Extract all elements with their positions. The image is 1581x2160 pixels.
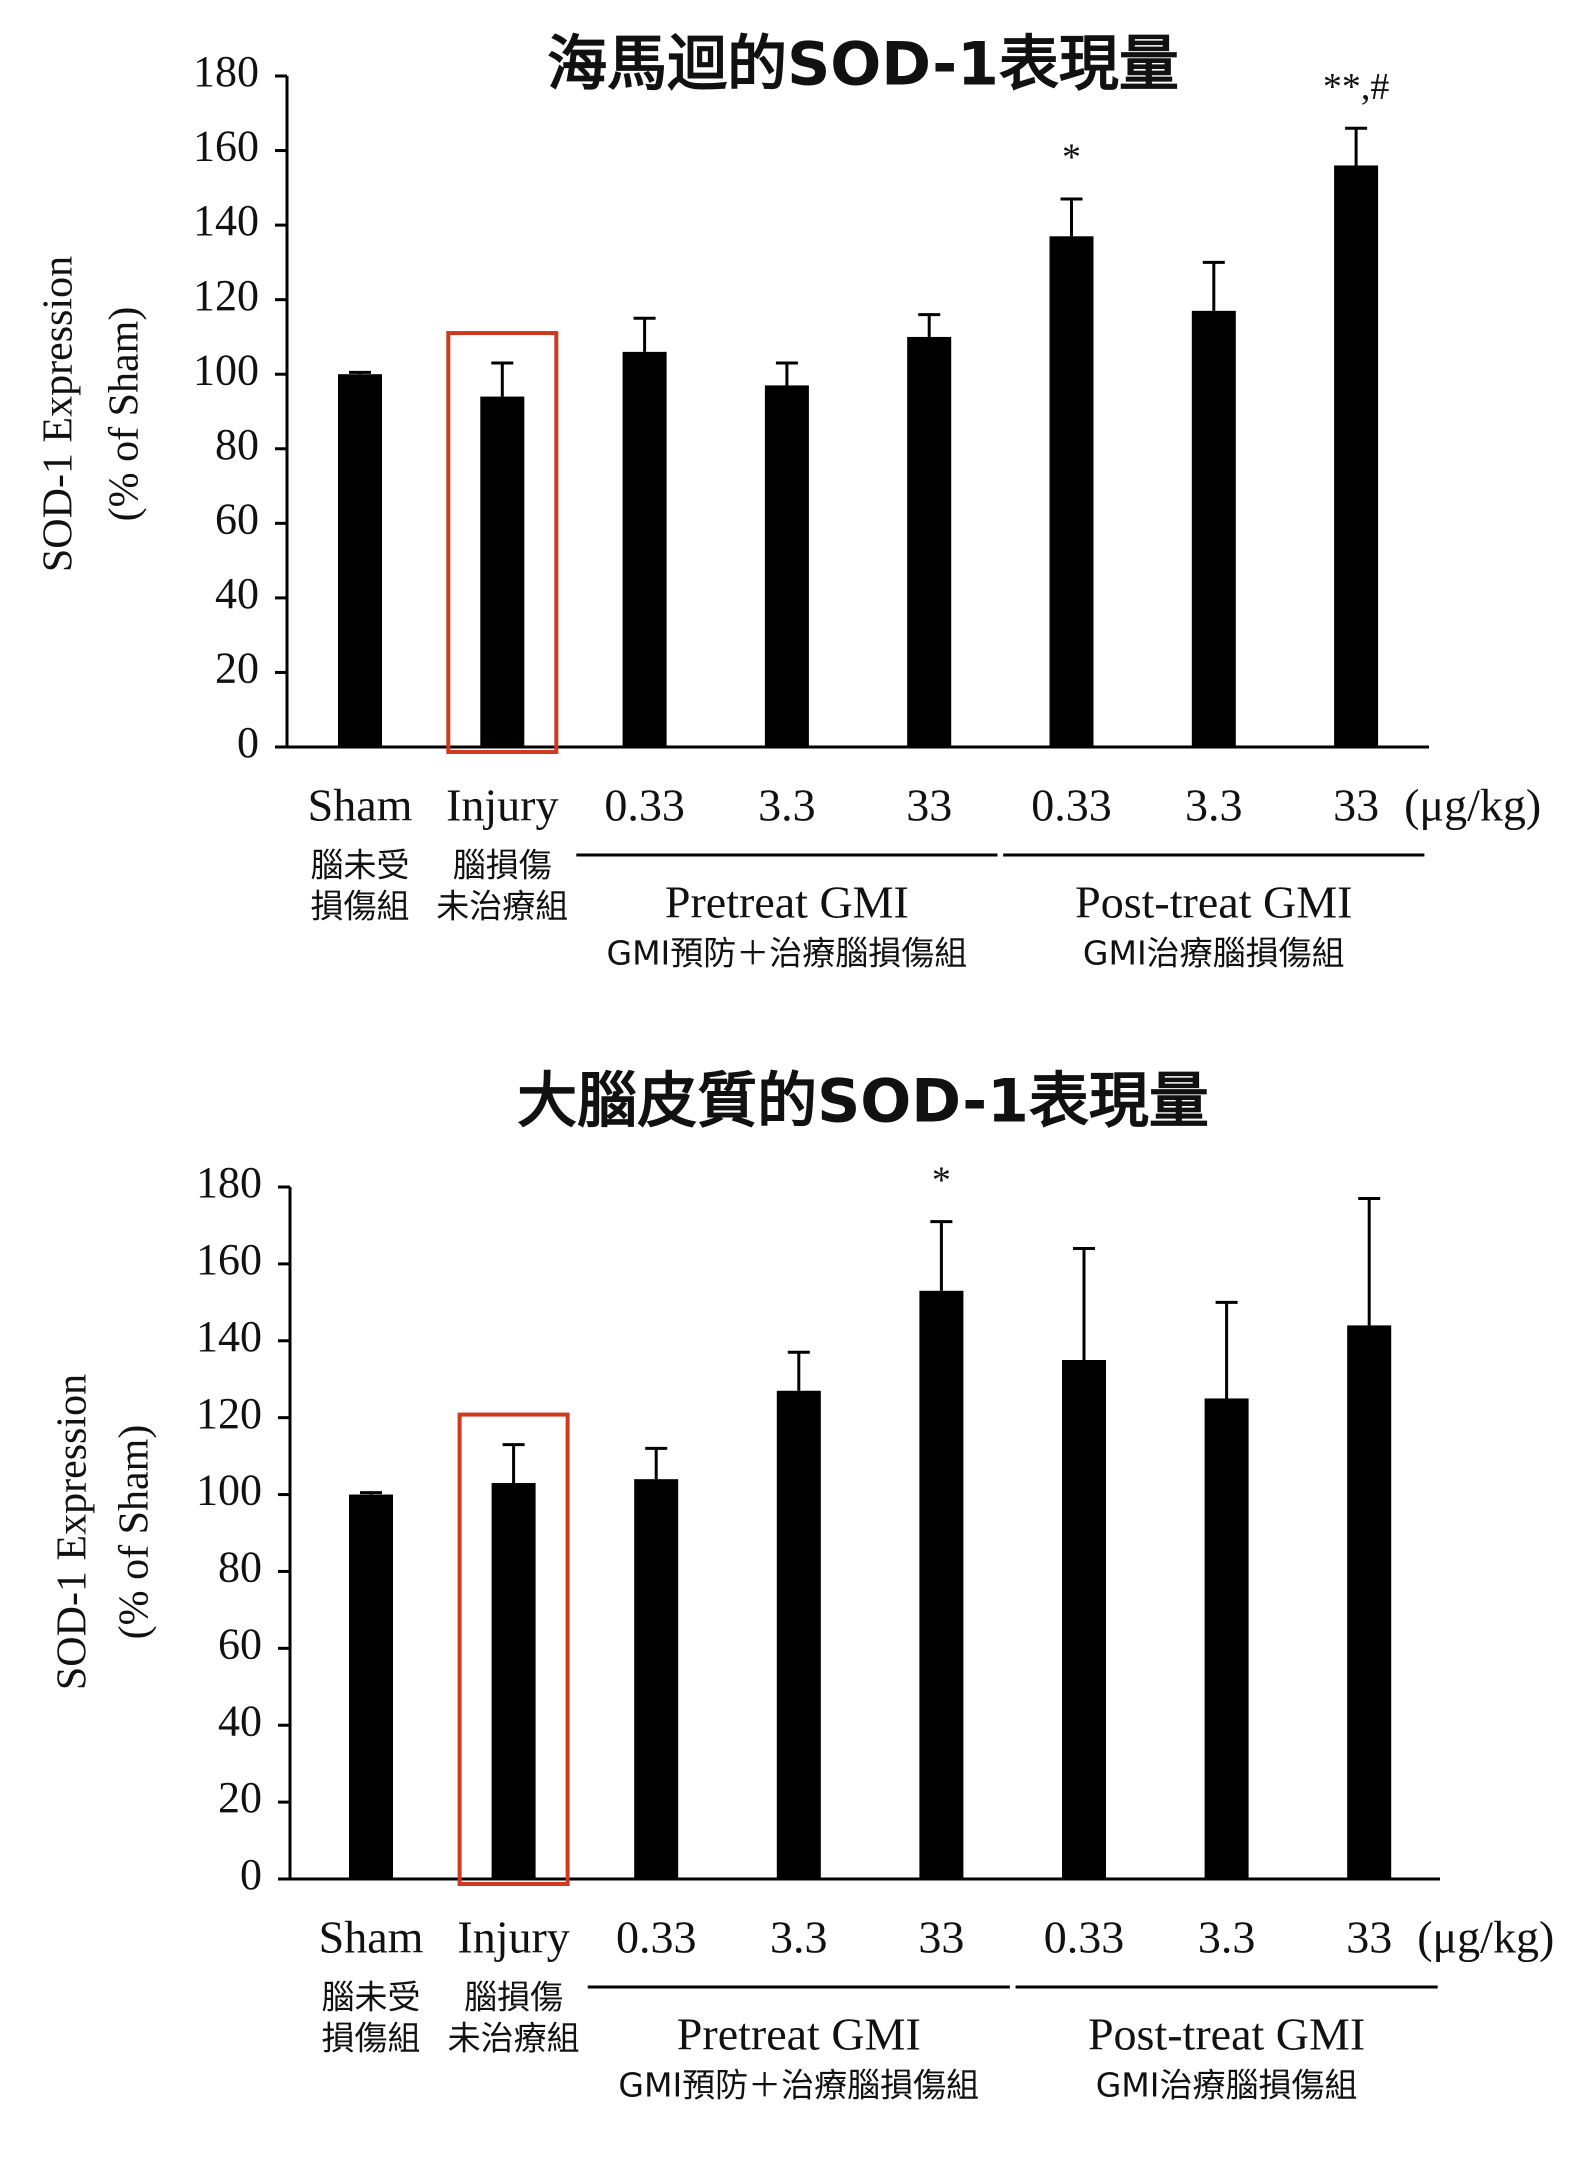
bar	[491, 1483, 536, 1879]
y-tick-label: 40	[215, 569, 259, 618]
significance-label: *	[1062, 137, 1081, 179]
bar	[634, 1479, 679, 1879]
y-tick-label: 0	[240, 1850, 262, 1899]
y-tick-label: 180	[196, 1158, 262, 1207]
y-tick-label: 80	[215, 420, 259, 469]
x-tick-label: Injury	[457, 1912, 569, 1963]
y-tick-label: 60	[215, 494, 259, 543]
bar	[1347, 1325, 1392, 1879]
bar	[919, 1290, 964, 1879]
category-note: 未治療組	[448, 2019, 580, 2058]
y-tick-label: 40	[218, 1696, 262, 1745]
bar	[622, 351, 667, 747]
group-label: Post-treat GMI	[1088, 2009, 1365, 2060]
bar	[907, 336, 952, 747]
y-axis-label: SOD-1 Expression	[50, 1374, 96, 1690]
y-tick-label: 140	[196, 1312, 262, 1361]
x-tick-label: 33	[1346, 1912, 1392, 1963]
group-note: GMI治療腦損傷組	[1096, 2066, 1358, 2105]
y-tick-label: 0	[237, 718, 259, 767]
x-tick-label: Sham	[319, 1912, 424, 1963]
bar	[1062, 1360, 1106, 1879]
category-note: 損傷組	[322, 2019, 421, 2058]
y-axis-label: (% of Sham)	[112, 1425, 158, 1640]
bar	[349, 1494, 393, 1879]
x-tick-label: 0.33	[616, 1912, 697, 1963]
significance-label: *	[932, 1159, 951, 1201]
y-tick-label: 60	[218, 1619, 262, 1668]
x-tick-label: 3.3	[758, 780, 816, 831]
highlight-box	[457, 1412, 570, 1886]
y-axis-label: SOD-1 Expression	[36, 256, 82, 572]
bar	[1049, 236, 1094, 748]
y-tick-label: 80	[218, 1543, 262, 1592]
y-tick-label: 160	[193, 122, 259, 171]
y-tick-label: 100	[196, 1466, 262, 1515]
y-tick-label: 20	[218, 1773, 262, 1822]
x-axis-unit: (μg/kg)	[1417, 1912, 1554, 1963]
bar	[776, 1390, 821, 1879]
category-note: 損傷組	[311, 887, 410, 926]
group-note: GMI預防＋治療腦損傷組	[618, 2066, 979, 2105]
x-tick-label: 0.33	[1031, 780, 1112, 831]
category-note: 腦未受	[322, 1978, 421, 2017]
y-tick-label: 180	[193, 47, 259, 96]
group-label: Pretreat GMI	[665, 877, 909, 928]
y-axis-label: (% of Sham)	[102, 307, 148, 522]
x-tick-label: 33	[918, 1912, 964, 1963]
chart-title: 大腦皮質的SOD-1表現量	[517, 1067, 1209, 1137]
y-tick-label: 100	[193, 345, 259, 394]
category-note: 未治療組	[436, 887, 568, 926]
significance-label: **,#	[1323, 66, 1390, 108]
y-tick-label: 140	[193, 196, 259, 245]
y-tick-label: 160	[196, 1235, 262, 1284]
x-axis-unit: (μg/kg)	[1404, 780, 1541, 831]
group-note: GMI預防＋治療腦損傷組	[607, 934, 968, 973]
bar	[764, 385, 809, 747]
y-tick-label: 120	[196, 1389, 262, 1438]
category-note: 腦損傷	[453, 846, 552, 885]
bar	[480, 396, 525, 747]
chart-title: 海馬迴的SOD-1表現量	[547, 30, 1179, 100]
x-tick-label: Sham	[308, 780, 413, 831]
x-tick-label: 0.33	[604, 780, 685, 831]
x-tick-label: 3.3	[770, 1912, 828, 1963]
group-label: Post-treat GMI	[1075, 877, 1352, 928]
x-tick-label: 0.33	[1044, 1912, 1125, 1963]
bar	[1204, 1398, 1249, 1879]
x-tick-label: 3.3	[1185, 780, 1243, 831]
category-note: 腦損傷	[464, 1978, 563, 2017]
bar	[1334, 165, 1379, 747]
highlight-box	[446, 331, 559, 754]
category-note: 腦未受	[311, 846, 410, 885]
x-tick-label: Injury	[446, 780, 558, 831]
group-label: Pretreat GMI	[677, 2009, 921, 2060]
y-tick-label: 20	[215, 644, 259, 693]
bar	[338, 374, 382, 747]
x-tick-label: 33	[906, 780, 952, 831]
bar	[1191, 310, 1236, 747]
x-tick-label: 33	[1333, 780, 1379, 831]
group-note: GMI治療腦損傷組	[1083, 934, 1345, 973]
x-tick-label: 3.3	[1198, 1912, 1256, 1963]
y-tick-label: 120	[193, 271, 259, 320]
